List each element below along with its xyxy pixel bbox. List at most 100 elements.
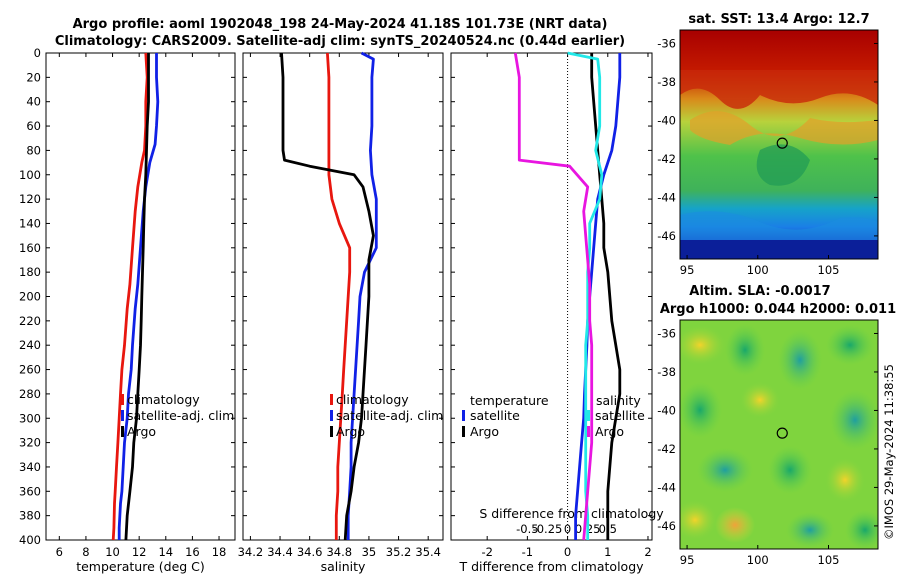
legend-temperature-label: satellite bbox=[470, 408, 520, 423]
figure-title-line1: Argo profile: aoml 1902048_198 24-May-20… bbox=[73, 17, 608, 32]
s-diff-tick-label: 0 bbox=[564, 522, 571, 536]
temperature-series-climatology bbox=[111, 52, 149, 541]
difference-axes-frame bbox=[450, 52, 653, 541]
sst_map-ytick-label: -44 bbox=[657, 190, 676, 204]
sla_map-xtick-label: 100 bbox=[747, 553, 769, 567]
difference-xtick-label: -1 bbox=[522, 545, 533, 559]
sla-map-frame bbox=[679, 319, 879, 550]
difference-xtick-label: 2 bbox=[644, 545, 651, 559]
legend-salinity-title: salinity bbox=[596, 393, 641, 408]
legend-salinity-label: satellite bbox=[595, 408, 645, 423]
temperature-ytick-label: 340 bbox=[19, 460, 41, 474]
temperature-series-satellite-adj-clim bbox=[117, 53, 160, 540]
temperature-legend-label: Argo bbox=[127, 424, 156, 439]
difference-series-t-argo bbox=[590, 53, 622, 540]
sla-blob bbox=[830, 390, 878, 450]
sla_map-xtick-label: 95 bbox=[680, 553, 695, 567]
sst_map-ytick-label: -46 bbox=[657, 229, 676, 243]
temperature-legend-swatch bbox=[121, 410, 124, 421]
sla-blob bbox=[825, 458, 865, 502]
temperature-ytick-label: 240 bbox=[19, 338, 41, 352]
sla-blob bbox=[715, 507, 755, 543]
legend-salinity-swatch bbox=[587, 426, 590, 437]
sst_map-ytick-label: -38 bbox=[657, 75, 676, 89]
salinity-xtick-label: 34.8 bbox=[326, 545, 352, 559]
salinity-series-satellite-adj-clim bbox=[346, 51, 378, 540]
sla-blob bbox=[740, 382, 780, 418]
sst-map-frame bbox=[679, 29, 879, 260]
sla-map-title: Altim. SLA: -0.0017 bbox=[689, 284, 830, 299]
difference-panel: -2 -1 0 1 2T difference from climatology S di… bbox=[450, 51, 664, 574]
temperature-ytick-label: 180 bbox=[19, 265, 41, 279]
sst-argo-marker bbox=[776, 137, 788, 149]
temperature-legend-label: climatology bbox=[127, 392, 200, 407]
salinity-legend-label: climatology bbox=[336, 392, 409, 407]
salinity-panel: 34.2 34.4 34.6 34.8 35 35.2 35.4 salinity climat… bbox=[238, 51, 444, 574]
temperature-xtick-label: 6 bbox=[56, 545, 63, 559]
sla-map-subtitle: Argo h1000: 0.044 h2000: 0.011 bbox=[660, 302, 896, 317]
temperature-ytick-label: 220 bbox=[19, 314, 41, 328]
difference-xtick-label: -2 bbox=[481, 545, 492, 559]
temperature-legend-label: satellite-adj. clim bbox=[127, 408, 234, 423]
temperature-ytick-label: 0 bbox=[34, 46, 41, 60]
temperature-xlabel: temperature (deg C) bbox=[76, 559, 205, 574]
sla_map-ytick-label: -36 bbox=[657, 326, 676, 340]
temperature-ytick-label: 100 bbox=[19, 168, 41, 182]
sst-green-eddy bbox=[756, 144, 810, 186]
temperature-legend-swatch bbox=[121, 426, 124, 437]
temperature-xtick-label: 8 bbox=[82, 545, 89, 559]
sla-blob bbox=[680, 325, 726, 365]
legend-temperature-swatch bbox=[462, 410, 465, 421]
temperature-series-argo bbox=[124, 53, 150, 541]
temperature-xtick-label: 12 bbox=[132, 545, 147, 559]
salinity-xtick-label: 35 bbox=[362, 545, 377, 559]
salinity-xtick-label: 34.2 bbox=[238, 545, 264, 559]
salinity-legend-swatch bbox=[330, 410, 333, 421]
s-diff-tick-label: -0.5 bbox=[516, 522, 538, 536]
salinity-legend-swatch bbox=[330, 394, 333, 405]
difference-series-s-satellite bbox=[567, 51, 604, 540]
sla-blob bbox=[680, 500, 717, 540]
difference-xtick-label: 1 bbox=[604, 545, 611, 559]
sla_map-ytick-label: -44 bbox=[657, 480, 676, 494]
sla-blob bbox=[680, 382, 722, 438]
temperature-ytick-label: 160 bbox=[19, 241, 41, 255]
temperature-ytick-label: 80 bbox=[26, 143, 41, 157]
sla-blob bbox=[845, 510, 878, 549]
sla_map-ytick-label: -40 bbox=[657, 403, 676, 417]
legend-temperature-title: temperature bbox=[470, 393, 549, 408]
temperature-ytick-label: 320 bbox=[19, 436, 41, 450]
temperature-xtick-label: 14 bbox=[158, 545, 173, 559]
salinity-xtick-label: 35.2 bbox=[386, 545, 412, 559]
salinity-series-climatology bbox=[326, 52, 352, 540]
legend-temperature-label: Argo bbox=[470, 424, 499, 439]
salinity-legend-label: satellite-adj. clim bbox=[336, 408, 443, 423]
sst_map-xtick-label: 95 bbox=[680, 263, 695, 277]
s-diff-xlabel: S difference from climatology bbox=[479, 506, 664, 521]
sst-cold-edge bbox=[680, 240, 878, 259]
legend-temperature-swatch bbox=[462, 426, 465, 437]
temperature-ytick-label: 380 bbox=[19, 509, 41, 523]
temperature-xtick-label: 10 bbox=[105, 545, 120, 559]
sla-blob bbox=[786, 512, 834, 548]
sst_map-xtick-label: 100 bbox=[747, 263, 769, 277]
sla-blob bbox=[768, 446, 812, 494]
temperature-ytick-label: 280 bbox=[19, 387, 41, 401]
sst_map-ytick-label: -40 bbox=[657, 113, 676, 127]
salinity-xtick-label: 34.4 bbox=[267, 545, 293, 559]
sla-argo-marker bbox=[776, 427, 788, 439]
sst-map: sat. SST: 13.4 Argo: 12.7 95 100 105 -36 -38… bbox=[657, 12, 879, 277]
sst_map-ytick-label: -42 bbox=[657, 152, 676, 166]
difference-xtick-label: 0 bbox=[564, 545, 571, 559]
imos-timestamp: ©IMOS 29-May-2024 11:38:55 bbox=[882, 364, 896, 540]
sst_map-xtick-label: 105 bbox=[818, 263, 840, 277]
temperature-ytick-label: 400 bbox=[19, 533, 41, 547]
salinity-legend-swatch bbox=[330, 426, 333, 437]
sla-blob bbox=[778, 330, 822, 390]
sst-warm-intrusion bbox=[680, 70, 878, 109]
temperature-xtick-label: 16 bbox=[185, 545, 200, 559]
salinity-xlabel: salinity bbox=[321, 559, 366, 574]
temperature-ytick-label: 20 bbox=[26, 70, 41, 84]
temperature-xtick-label: 18 bbox=[212, 545, 227, 559]
